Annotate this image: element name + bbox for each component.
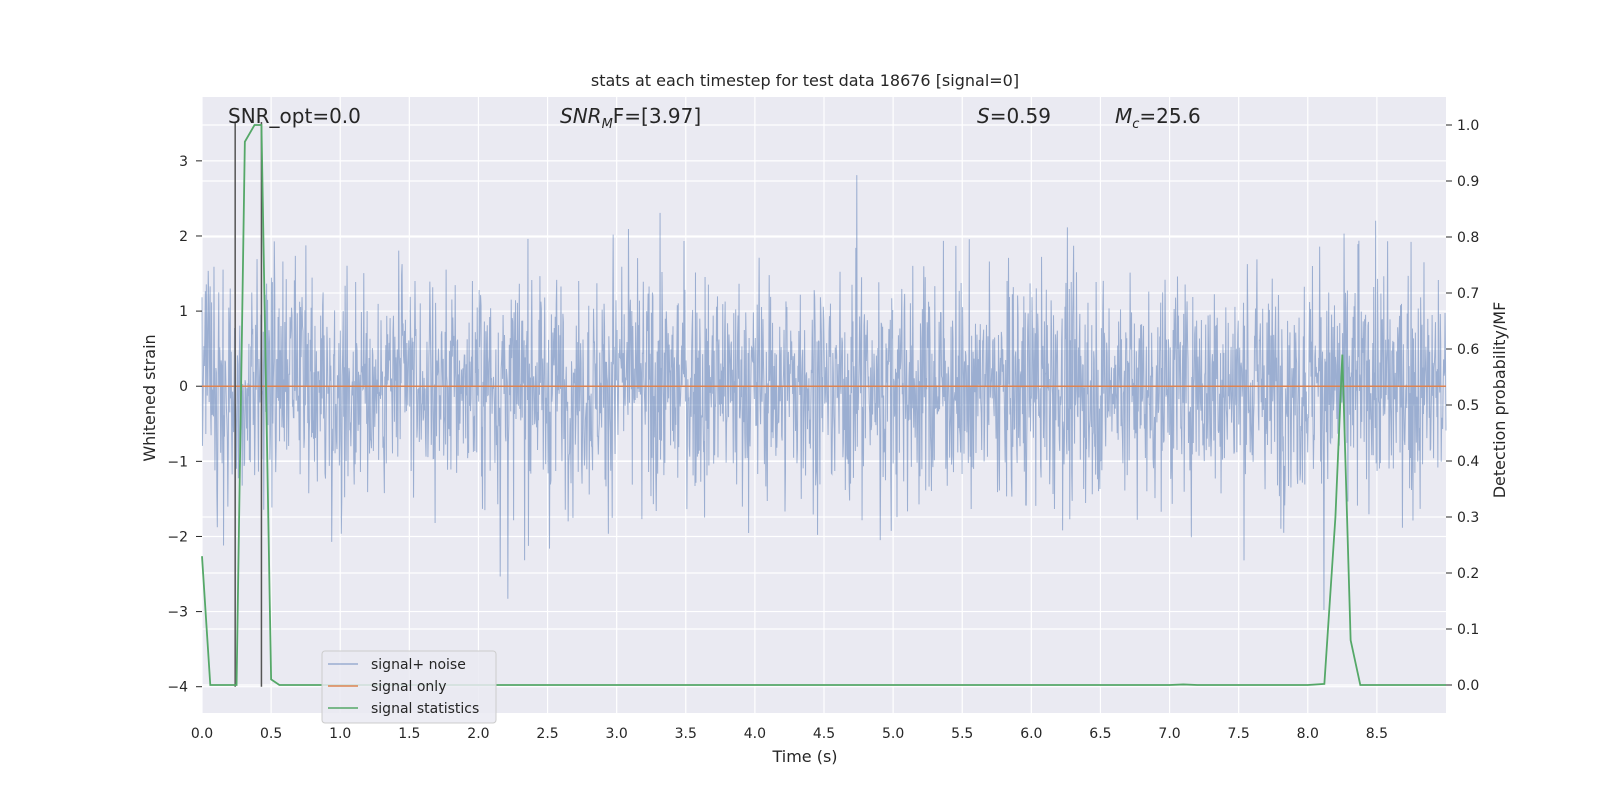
y-tick-label-left: 2 <box>179 229 188 245</box>
x-tick-label: 7.5 <box>1228 726 1250 742</box>
annotation-s-tail: =0.59 <box>990 104 1051 128</box>
chart-title: stats at each timestep for test data 186… <box>591 71 1019 90</box>
series-signal-noise-line <box>201 175 1447 610</box>
annotation-snr-opt: SNR_opt=0.0 <box>228 104 361 128</box>
y-tick-label-left: 1 <box>179 304 188 320</box>
x-tick-label: 3.0 <box>606 726 628 742</box>
x-tick-label: 6.5 <box>1089 726 1111 742</box>
x-tick-label: 3.5 <box>675 726 697 742</box>
x-tick-label: 0.5 <box>260 726 282 742</box>
y-axis-label-right: Detection probability/MF <box>1490 302 1509 499</box>
y-tick-label-right: 0.8 <box>1457 230 1479 246</box>
x-tick-label: 8.0 <box>1297 726 1319 742</box>
annotation-mc-main: M <box>1115 104 1132 128</box>
y-tick-label-right: 0.9 <box>1457 174 1479 190</box>
legend-label-signal-noise: signal+ noise <box>371 657 466 673</box>
legend-box <box>321 650 497 724</box>
axes: 0.0 0.5 1.0 1.5 2.0 2.5 3.0 3.5 4.0 4.5 5.0 5.5 6.0 6… <box>167 118 1479 742</box>
x-tick-label: 0.0 <box>191 726 213 742</box>
annotation-s: S=0.59 <box>977 104 1051 128</box>
annotation-mc-tail: =25.6 <box>1139 104 1200 128</box>
x-tick-label: 5.5 <box>951 726 973 742</box>
x-tick-label: 6.0 <box>1020 726 1042 742</box>
y-tick-label-left: −3 <box>167 605 188 621</box>
annotation-snr-mf-main: SNR <box>560 104 602 128</box>
y-tick-label-right: 0.4 <box>1457 454 1479 470</box>
x-tick-label: 1.5 <box>398 726 420 742</box>
series-signal-statistics-line <box>201 124 1446 686</box>
x-tick-label: 2.5 <box>536 726 558 742</box>
x-tick-label: 4.5 <box>813 726 835 742</box>
y-tick-label-right: 0.1 <box>1457 622 1479 638</box>
y-tick-label-left: −1 <box>167 454 188 470</box>
y-tick-label-left: 3 <box>179 154 188 170</box>
x-tick-label: 4.0 <box>744 726 766 742</box>
y-tick-label-left: 0 <box>179 379 188 395</box>
series-signal-noise <box>201 175 1447 610</box>
annotation-mc: Mc=25.6 <box>1115 104 1201 132</box>
legend-label-signal-statistics: signal statistics <box>371 701 479 717</box>
x-tick-label: 7.0 <box>1158 726 1180 742</box>
annotation-s-main: S <box>977 104 990 128</box>
annotation-snr-mf-tail: F=[3.97] <box>613 104 701 128</box>
annotation-mc-sub: c <box>1132 117 1139 132</box>
annotation-snr-mf-sub: M <box>602 117 613 132</box>
y-tick-label-right: 0.0 <box>1457 678 1479 694</box>
y-tick-label-right: 0.3 <box>1457 510 1479 526</box>
x-tick-label: 2.0 <box>467 726 489 742</box>
y-tick-label-right: 0.7 <box>1457 286 1479 302</box>
x-tick-label: 5.0 <box>882 726 904 742</box>
x-tick-label: 8.5 <box>1366 726 1388 742</box>
y-axis-label-left: Whitened strain <box>140 334 159 461</box>
y-tick-label-left: −2 <box>167 529 188 545</box>
annotation-snr-mf: SNRMF=[3.97] <box>560 104 701 132</box>
legend: signal+ noise signal only signal statist… <box>321 650 497 724</box>
y-tick-label-right: 1.0 <box>1457 118 1479 134</box>
x-axis-label: Time (s) <box>771 747 837 766</box>
x-tick-label: 1.0 <box>329 726 351 742</box>
y-tick-label-left: −4 <box>167 680 188 696</box>
y-tick-label-right: 0.5 <box>1457 398 1479 414</box>
y-tick-label-right: 0.6 <box>1457 342 1479 358</box>
y-tick-label-right: 0.2 <box>1457 566 1479 582</box>
series-layer <box>201 122 1446 687</box>
legend-label-signal-only: signal only <box>371 679 446 695</box>
